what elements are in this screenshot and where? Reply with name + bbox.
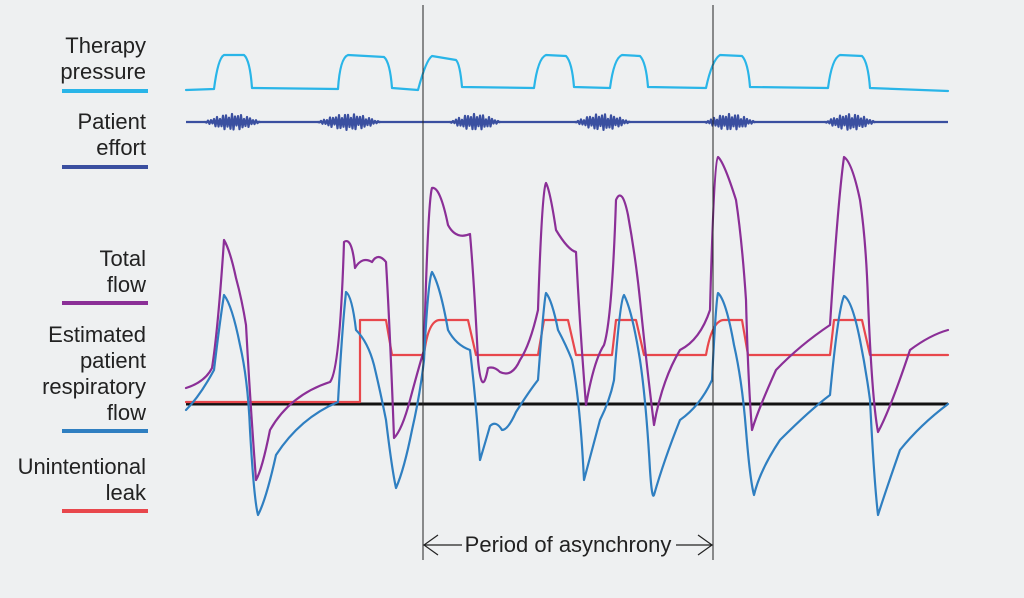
label: effort bbox=[96, 135, 146, 160]
annotation: Period of asynchrony bbox=[465, 532, 672, 557]
label: respiratory bbox=[42, 374, 146, 399]
label: flow bbox=[107, 272, 146, 297]
label: Estimated bbox=[48, 322, 146, 347]
label: Therapy bbox=[65, 33, 146, 58]
total-flow-wave bbox=[184, 155, 950, 482]
therapy-pressure-wave bbox=[184, 53, 950, 93]
label: flow bbox=[107, 400, 146, 425]
patient-effort-bursts bbox=[203, 112, 877, 131]
label: pressure bbox=[60, 59, 146, 84]
arrowhead bbox=[697, 534, 714, 556]
label: leak bbox=[106, 480, 147, 505]
label: Patient bbox=[78, 109, 147, 134]
label: patient bbox=[80, 348, 146, 373]
respiratory-flow-wave bbox=[184, 270, 950, 517]
label: Unintentional bbox=[18, 454, 146, 479]
label: Total bbox=[100, 246, 146, 271]
arrowhead bbox=[422, 534, 439, 556]
legend: Therapy pressure Patient effort Total fl… bbox=[18, 33, 148, 513]
